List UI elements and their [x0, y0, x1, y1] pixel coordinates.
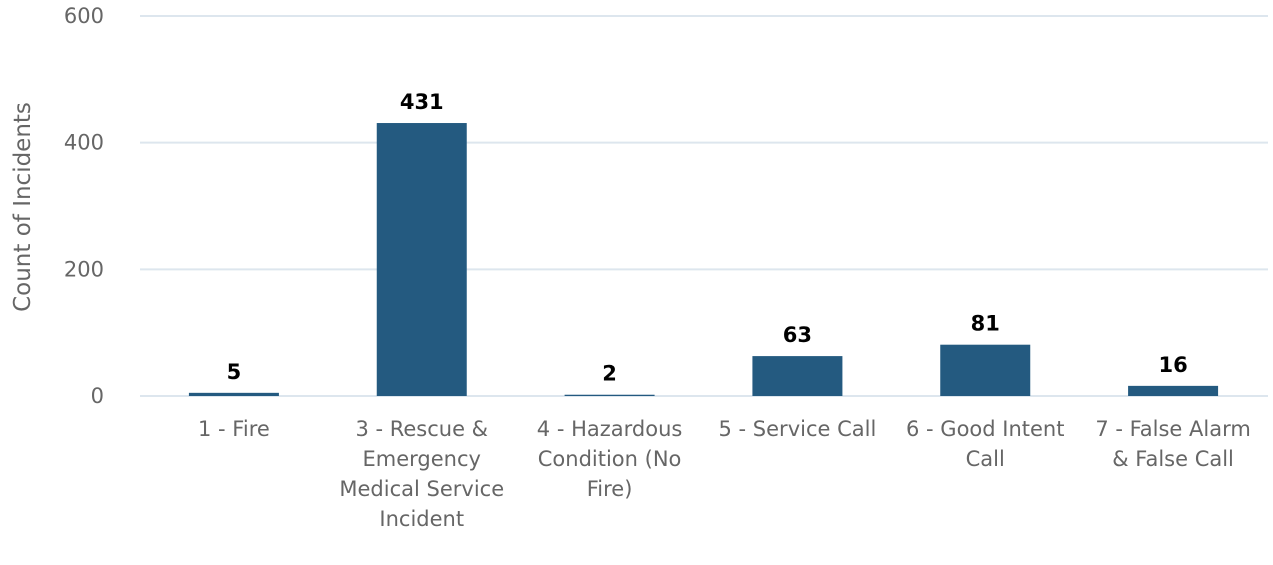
x-tick-label: 4 - Hazardous Condition (No Fire)	[537, 417, 683, 501]
bar	[1128, 385, 1219, 396]
data-label: 431	[400, 90, 444, 114]
bar	[940, 344, 1031, 396]
x-tick-label: 5 - Service Call	[719, 417, 877, 441]
gridlines	[140, 15, 1268, 397]
data-labels: 5 431 2 63 81 16	[225, 89, 1189, 388]
y-axis-ticks: 0 200 400 600	[64, 4, 104, 408]
y-tick-label: 0	[91, 384, 104, 408]
data-label: 63	[783, 323, 812, 347]
y-tick-label: 600	[64, 4, 104, 28]
x-tick-label: 1 - Fire	[198, 417, 270, 441]
data-label: 81	[971, 312, 1000, 336]
y-tick-label: 200	[64, 257, 104, 281]
x-tick-label: 6 - Good Intent Call	[906, 417, 1064, 471]
data-label: 5	[227, 360, 242, 384]
data-label: 16	[1158, 353, 1187, 377]
bars	[188, 123, 1219, 397]
x-axis-ticks: 1 - Fire 3 - Rescue & Emergency Medical Ser…	[198, 417, 1251, 531]
bar	[376, 123, 467, 397]
bar	[752, 356, 843, 396]
x-tick-label: 7 - False Alarm & False Call	[1095, 417, 1250, 471]
x-tick-label: 3 - Rescue & Emergency Medical Service Inci…	[339, 417, 504, 531]
data-label: 2	[602, 362, 617, 386]
bar	[564, 394, 655, 396]
bar	[188, 392, 279, 396]
y-tick-label: 400	[64, 131, 104, 155]
y-axis-title: Count of Incidents	[10, 102, 36, 312]
